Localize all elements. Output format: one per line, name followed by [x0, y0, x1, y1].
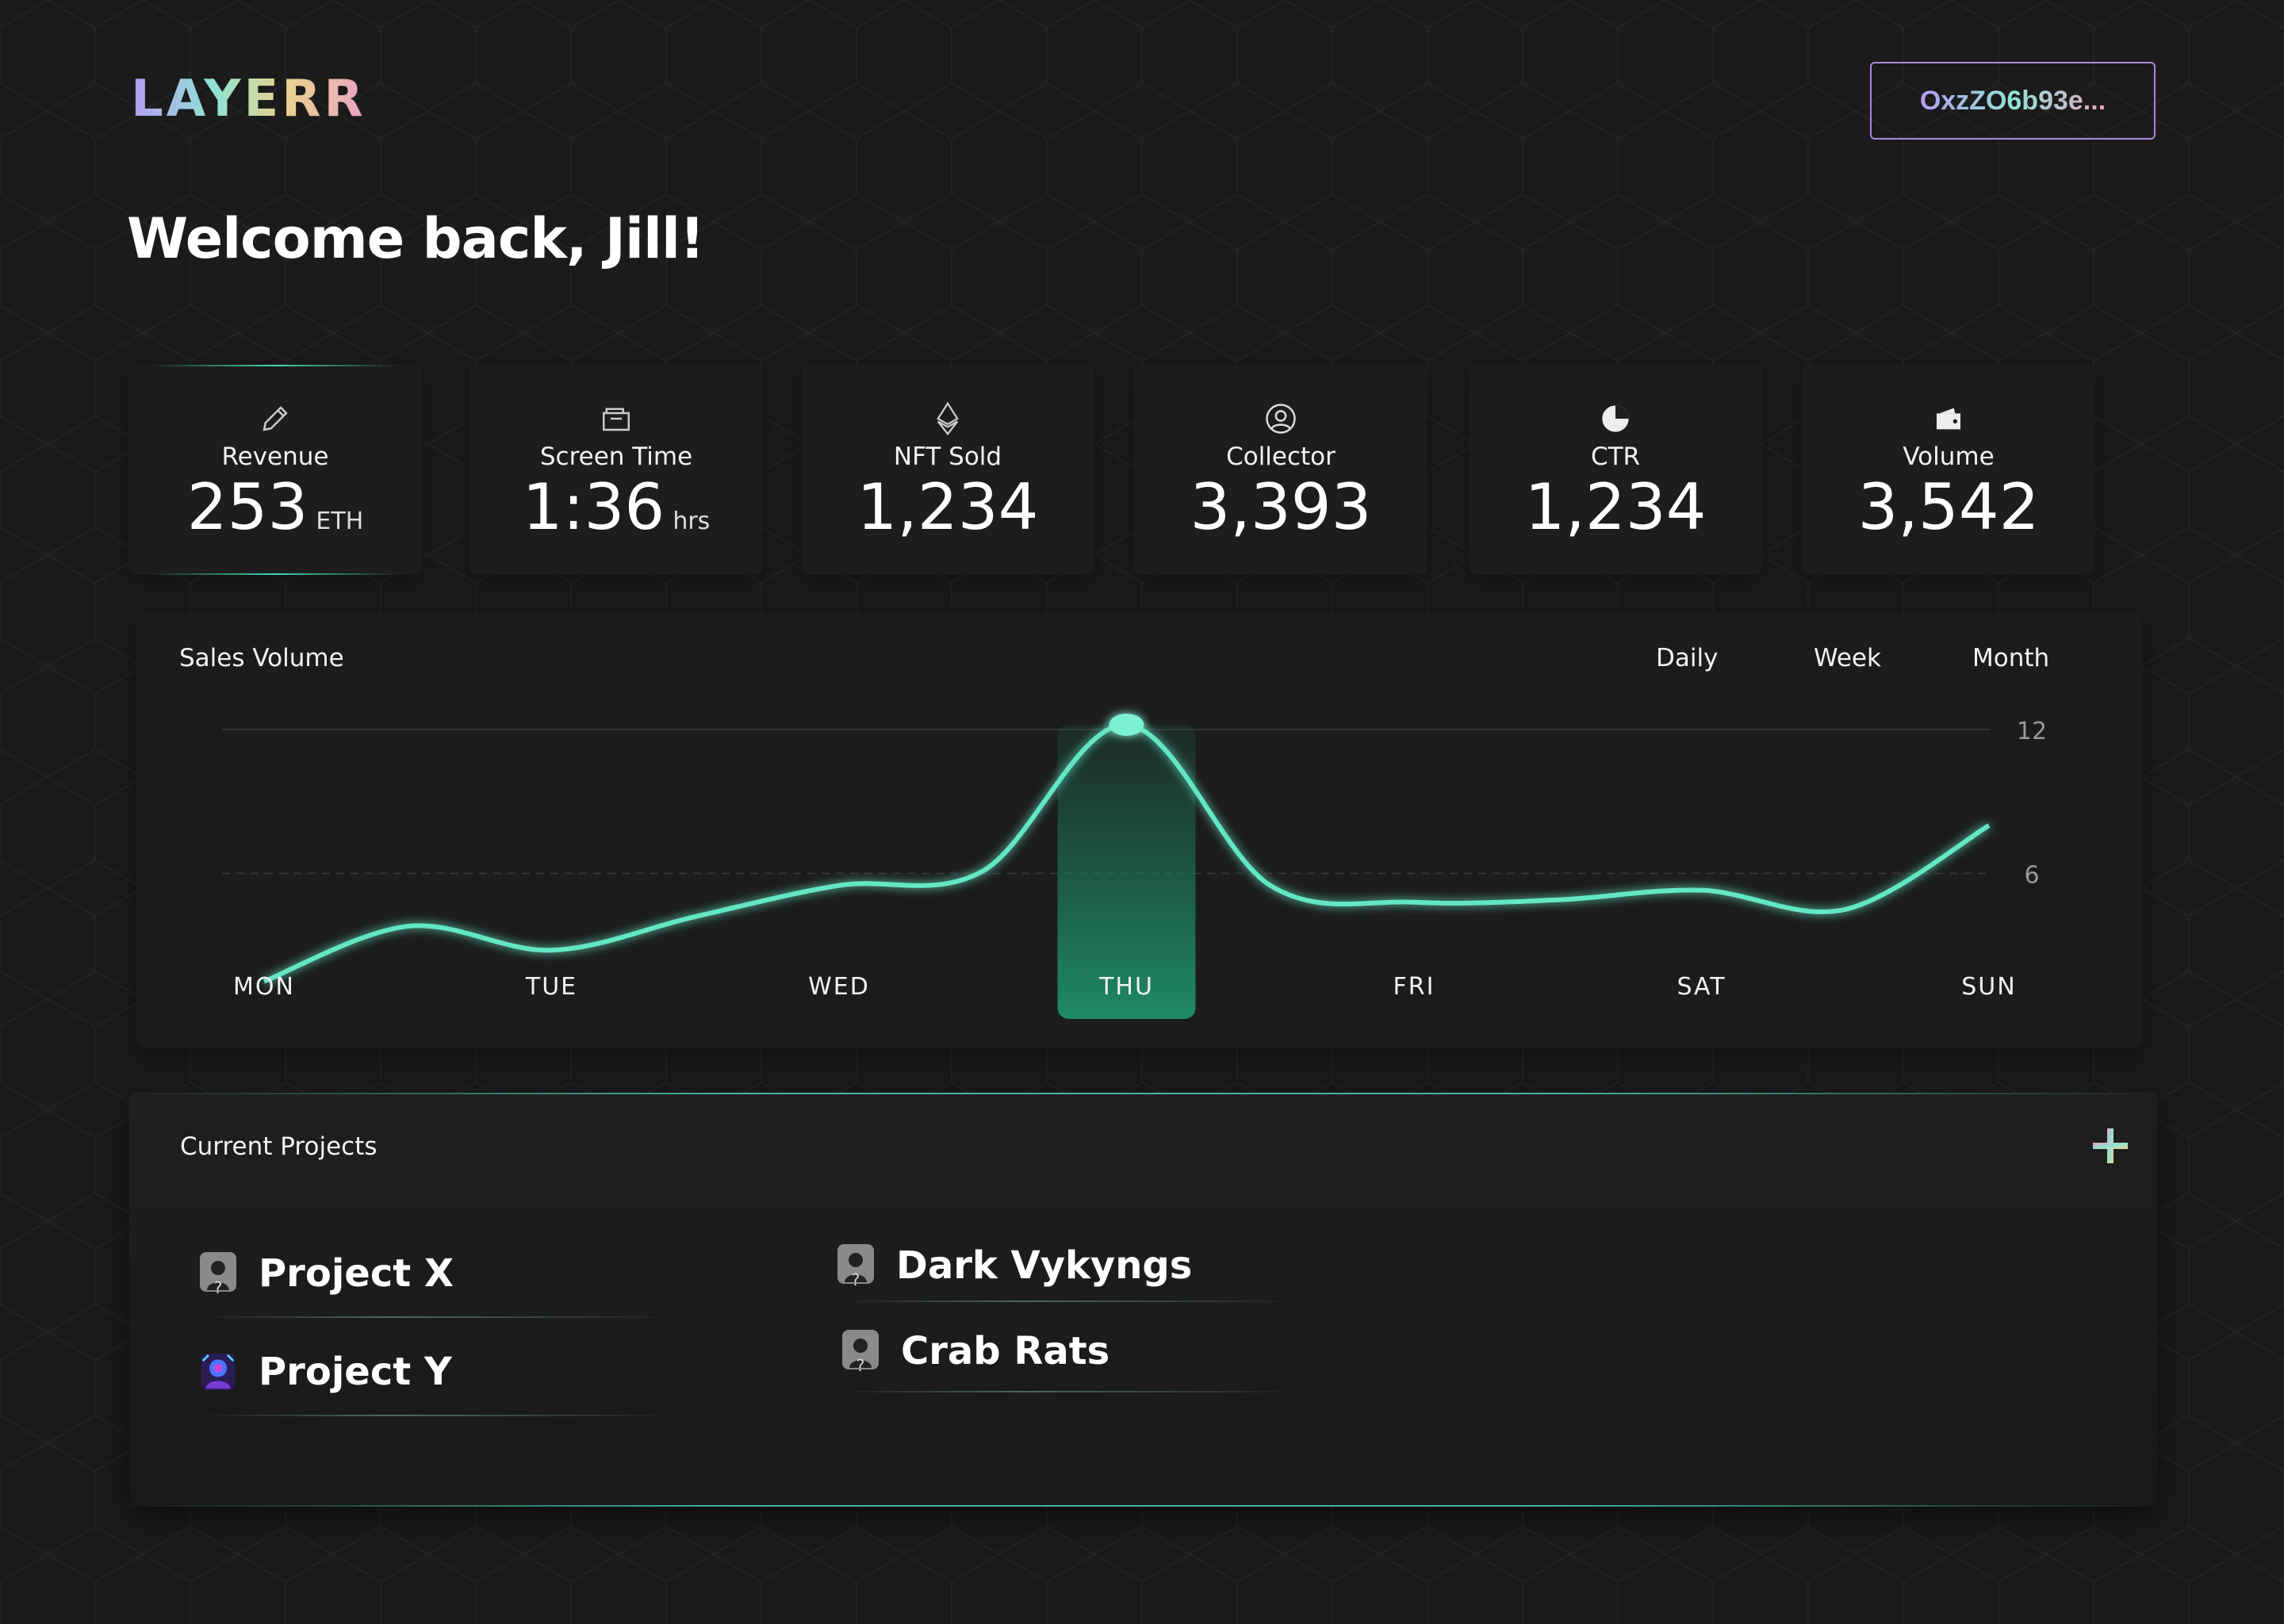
stat-unit: hrs: [673, 508, 711, 535]
y-tick-label: 12: [2017, 718, 2047, 745]
svg-text:?: ?: [214, 1278, 223, 1295]
placeholder-avatar-icon: ?: [837, 1244, 874, 1287]
placeholder-avatar-icon: ?: [200, 1252, 236, 1295]
ethereum-icon: [930, 401, 965, 436]
stat-card-volume[interactable]: Volume 3,542: [1802, 365, 2095, 575]
selected-day-highlight[interactable]: [1057, 724, 1196, 1019]
project-avatar-icon: [200, 1350, 236, 1393]
wallet-icon: [1931, 401, 1966, 436]
project-name: Dark Vykyngs: [896, 1243, 1193, 1288]
wallet-address-label: OxzZO6b93e...: [1919, 85, 2106, 116]
wallet-address-button[interactable]: OxzZO6b93e...: [1870, 62, 2156, 140]
stat-label: Volume: [1903, 442, 1995, 471]
user-circle-icon: [1263, 401, 1298, 436]
x-tick-label-fri[interactable]: FRI: [1393, 973, 1435, 1001]
stat-card-revenue[interactable]: Revenue 253 ETH: [128, 365, 422, 575]
project-divider: [202, 1415, 670, 1416]
project-divider: [839, 1300, 1299, 1302]
peak-point[interactable]: [1109, 713, 1144, 736]
stat-card-screen-time[interactable]: Screen Time 1:36 hrs: [469, 365, 763, 575]
stat-value: 1,234: [856, 470, 1039, 544]
x-tick-label-wed[interactable]: WED: [808, 973, 870, 1001]
x-tick-label-mon[interactable]: MON: [233, 973, 295, 1001]
stat-value: 3,393: [1190, 470, 1372, 544]
x-tick-label-sat[interactable]: SAT: [1677, 973, 1726, 1001]
stat-card-ctr[interactable]: CTR 1,234: [1469, 365, 1762, 575]
stat-value: 1,234: [1524, 470, 1707, 544]
placeholder-avatar-icon: ?: [842, 1330, 879, 1373]
stat-card-nft-sold[interactable]: NFT Sold 1,234: [801, 365, 1094, 575]
x-tick-label-thu[interactable]: THU: [1098, 973, 1154, 1001]
stat-label: CTR: [1590, 442, 1641, 471]
project-divider: [202, 1316, 670, 1318]
tab-month[interactable]: Month: [1972, 644, 2050, 672]
project-item-dark-vykyngs[interactable]: ? Dark Vykyngs: [837, 1243, 1192, 1288]
folder-icon: [599, 401, 634, 436]
stat-value: 3,542: [1857, 470, 2040, 544]
project-name: Project Y: [259, 1350, 452, 1394]
project-divider: [839, 1391, 1299, 1392]
layerr-logo[interactable]: LAYERR: [131, 70, 366, 128]
stat-card-collector[interactable]: Collector 3,393: [1134, 365, 1428, 575]
x-tick-label-tue[interactable]: TUE: [525, 973, 577, 1001]
stat-value: 253 ETH: [186, 470, 364, 544]
svg-text:?: ?: [856, 1356, 865, 1373]
welcome-heading: Welcome back, Jill!: [127, 206, 705, 271]
stat-label: Collector: [1226, 442, 1336, 471]
stat-label: NFT Sold: [893, 442, 1002, 471]
x-tick-label-sun[interactable]: SUN: [1961, 973, 2016, 1001]
current-projects-panel: [129, 1093, 2157, 1507]
project-item-crab-rats[interactable]: ? Crab Rats: [842, 1329, 1109, 1373]
pie-chart-icon: [1598, 401, 1633, 436]
project-name: Crab Rats: [901, 1329, 1110, 1373]
project-name: Project X: [259, 1251, 454, 1296]
stat-label: Screen Time: [539, 442, 693, 471]
current-projects-title: Current Projects: [180, 1132, 377, 1161]
tab-week[interactable]: Week: [1814, 644, 1881, 672]
y-tick-label: 6: [2024, 862, 2039, 890]
tab-daily[interactable]: Daily: [1656, 644, 1719, 672]
pencil-icon: [258, 401, 293, 436]
add-project-button[interactable]: [2090, 1126, 2130, 1166]
sales-volume-title: Sales Volume: [179, 644, 344, 672]
project-item-project-x[interactable]: ? Project X: [200, 1251, 454, 1296]
stat-label: Revenue: [221, 442, 329, 471]
project-item-project-y[interactable]: Project Y: [200, 1350, 452, 1394]
svg-text:?: ?: [852, 1270, 860, 1287]
stat-unit: ETH: [316, 508, 364, 535]
stat-value: 1:36 hrs: [522, 470, 711, 544]
